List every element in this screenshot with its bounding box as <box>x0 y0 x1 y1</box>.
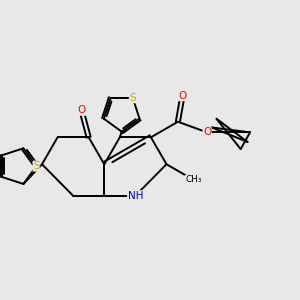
Text: S: S <box>129 93 136 103</box>
Text: O: O <box>203 128 211 137</box>
Text: O: O <box>77 105 86 115</box>
Text: S: S <box>33 161 40 171</box>
Text: NH: NH <box>128 191 143 201</box>
Text: CH₃: CH₃ <box>185 175 202 184</box>
Text: O: O <box>178 91 187 101</box>
